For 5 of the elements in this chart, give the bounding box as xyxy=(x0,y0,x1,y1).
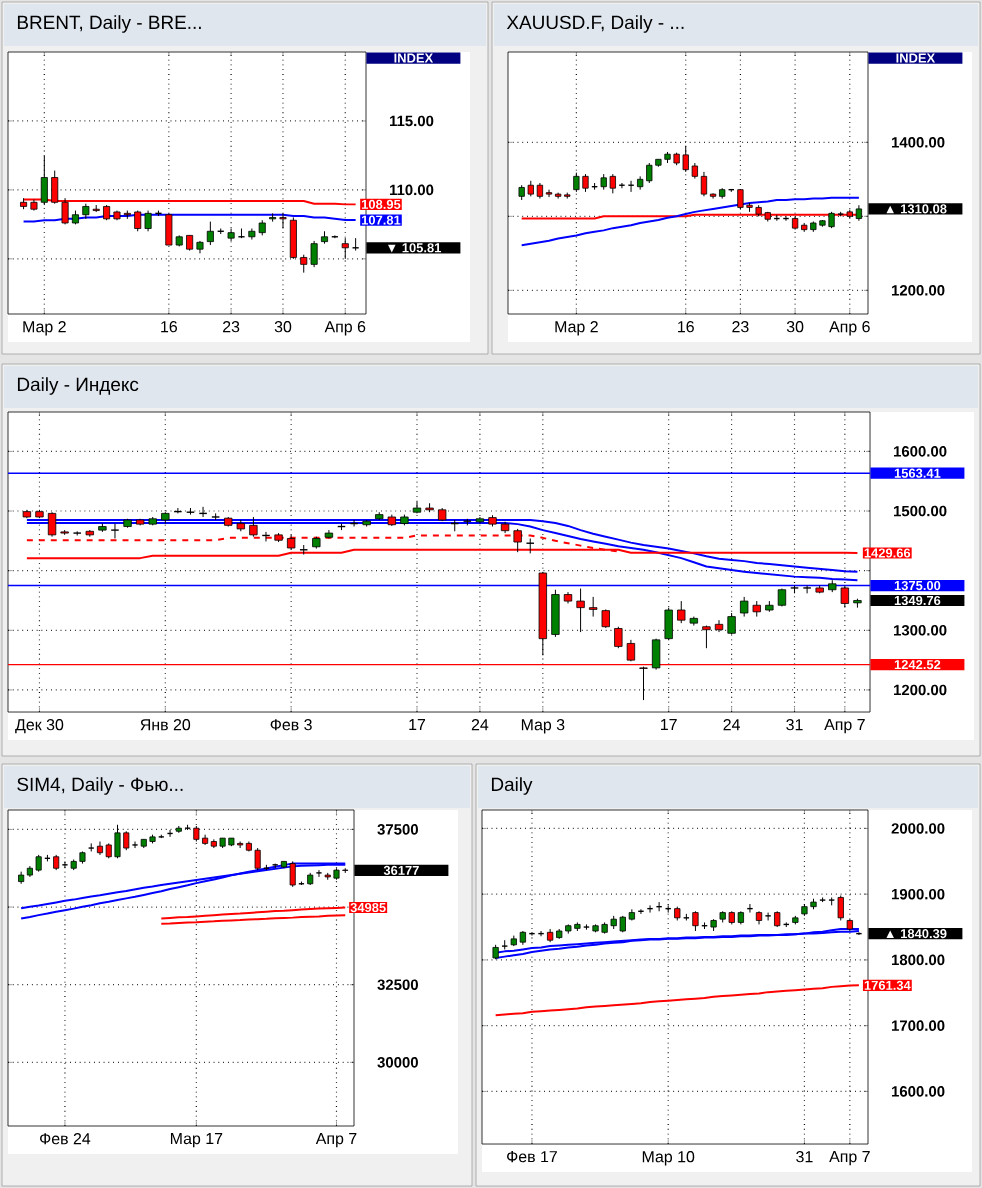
chart-title: SIM4, Daily - Фью... xyxy=(17,777,183,795)
chart-title: BRENT, Daily - BRE... xyxy=(17,15,201,33)
chart-title: Daily xyxy=(491,777,533,795)
chart-title: Daily - Индекс xyxy=(17,377,139,395)
chart-title: XAUUSD.F, Daily - ... xyxy=(506,15,684,33)
